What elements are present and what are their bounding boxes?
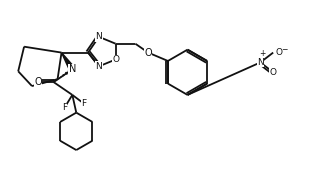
Text: F: F [82,99,87,108]
Text: N: N [69,64,76,74]
Text: O: O [275,48,282,57]
Text: N: N [95,62,102,71]
Text: O: O [34,77,42,87]
Text: +: + [259,49,266,57]
Text: −: − [281,45,287,54]
Text: N: N [257,58,264,67]
Polygon shape [61,53,75,71]
Text: N: N [95,32,102,41]
Text: O: O [270,68,277,77]
Text: F: F [62,103,67,112]
Text: O: O [112,55,119,64]
Text: O: O [144,48,152,58]
